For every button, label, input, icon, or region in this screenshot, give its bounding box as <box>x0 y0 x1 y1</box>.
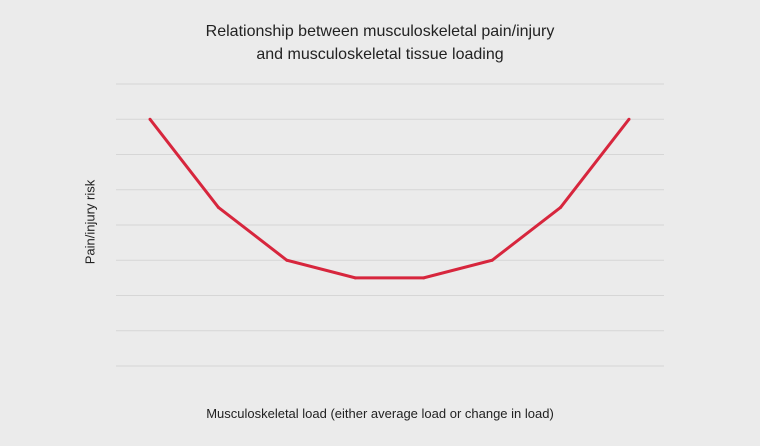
data-point <box>353 276 357 280</box>
data-point <box>627 117 631 121</box>
series-line <box>148 118 631 280</box>
chart-title-line-2: and musculoskeletal tissue loading <box>256 46 504 63</box>
chart-title-line-1: Relationship between musculoskeletal pai… <box>205 23 555 40</box>
data-point <box>148 117 152 121</box>
x-axis-label: Musculoskeletal load (either average loa… <box>206 406 554 421</box>
data-point <box>285 258 289 262</box>
chart-title: Relationship between musculoskeletal pai… <box>0 20 760 66</box>
data-point <box>216 205 220 209</box>
data-point <box>490 258 494 262</box>
y-axis-label: Pain/injury risk <box>82 179 98 265</box>
data-point <box>422 276 426 280</box>
data-point <box>559 205 563 209</box>
